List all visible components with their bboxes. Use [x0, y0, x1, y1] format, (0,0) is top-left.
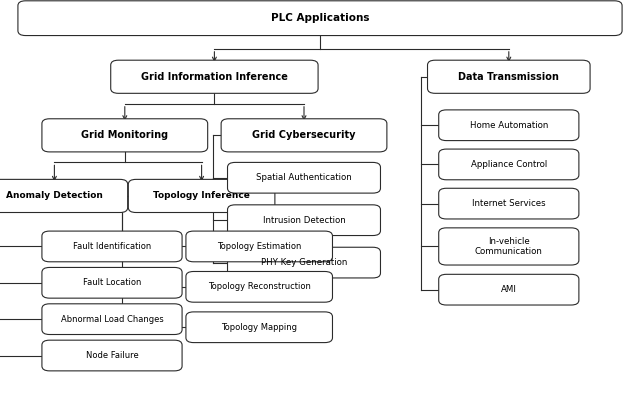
- Text: Data Transmission: Data Transmission: [458, 72, 559, 82]
- Text: Topology Inference: Topology Inference: [153, 191, 250, 200]
- Text: Intrusion Detection: Intrusion Detection: [262, 216, 346, 225]
- FancyBboxPatch shape: [439, 228, 579, 265]
- FancyBboxPatch shape: [186, 271, 333, 302]
- Text: Grid Information Inference: Grid Information Inference: [141, 72, 288, 82]
- FancyBboxPatch shape: [0, 179, 128, 213]
- Text: Anomaly Detection: Anomaly Detection: [6, 191, 103, 200]
- FancyBboxPatch shape: [228, 205, 380, 236]
- FancyBboxPatch shape: [42, 304, 182, 335]
- FancyBboxPatch shape: [128, 179, 275, 213]
- Text: Topology Mapping: Topology Mapping: [221, 323, 297, 332]
- Text: PHY Key Generation: PHY Key Generation: [261, 258, 347, 267]
- FancyBboxPatch shape: [228, 247, 380, 278]
- Text: Node Failure: Node Failure: [86, 351, 138, 360]
- Text: Spatial Authentication: Spatial Authentication: [256, 173, 352, 182]
- FancyBboxPatch shape: [42, 231, 182, 262]
- Text: Internet Services: Internet Services: [472, 199, 546, 208]
- FancyBboxPatch shape: [18, 1, 622, 36]
- FancyBboxPatch shape: [439, 188, 579, 219]
- FancyBboxPatch shape: [228, 162, 380, 193]
- FancyBboxPatch shape: [42, 340, 182, 371]
- FancyBboxPatch shape: [186, 312, 333, 343]
- FancyBboxPatch shape: [42, 119, 207, 152]
- Text: Fault Identification: Fault Identification: [73, 242, 151, 251]
- Text: Appliance Control: Appliance Control: [470, 160, 547, 169]
- Text: Topology Estimation: Topology Estimation: [217, 242, 301, 251]
- FancyBboxPatch shape: [439, 274, 579, 305]
- FancyBboxPatch shape: [111, 60, 318, 93]
- Text: Home Automation: Home Automation: [470, 121, 548, 130]
- Text: Fault Location: Fault Location: [83, 278, 141, 287]
- Text: Grid Monitoring: Grid Monitoring: [81, 130, 168, 140]
- Text: In-vehicle
Communication: In-vehicle Communication: [475, 237, 543, 256]
- Text: Topology Reconstruction: Topology Reconstruction: [208, 282, 310, 291]
- FancyBboxPatch shape: [186, 231, 333, 262]
- Text: Abnormal Load Changes: Abnormal Load Changes: [61, 315, 163, 324]
- Text: AMI: AMI: [501, 285, 516, 294]
- FancyBboxPatch shape: [428, 60, 590, 93]
- FancyBboxPatch shape: [42, 267, 182, 298]
- Text: Grid Cybersecurity: Grid Cybersecurity: [252, 130, 356, 140]
- FancyBboxPatch shape: [439, 149, 579, 180]
- FancyBboxPatch shape: [221, 119, 387, 152]
- FancyBboxPatch shape: [439, 110, 579, 141]
- Text: PLC Applications: PLC Applications: [271, 13, 369, 23]
